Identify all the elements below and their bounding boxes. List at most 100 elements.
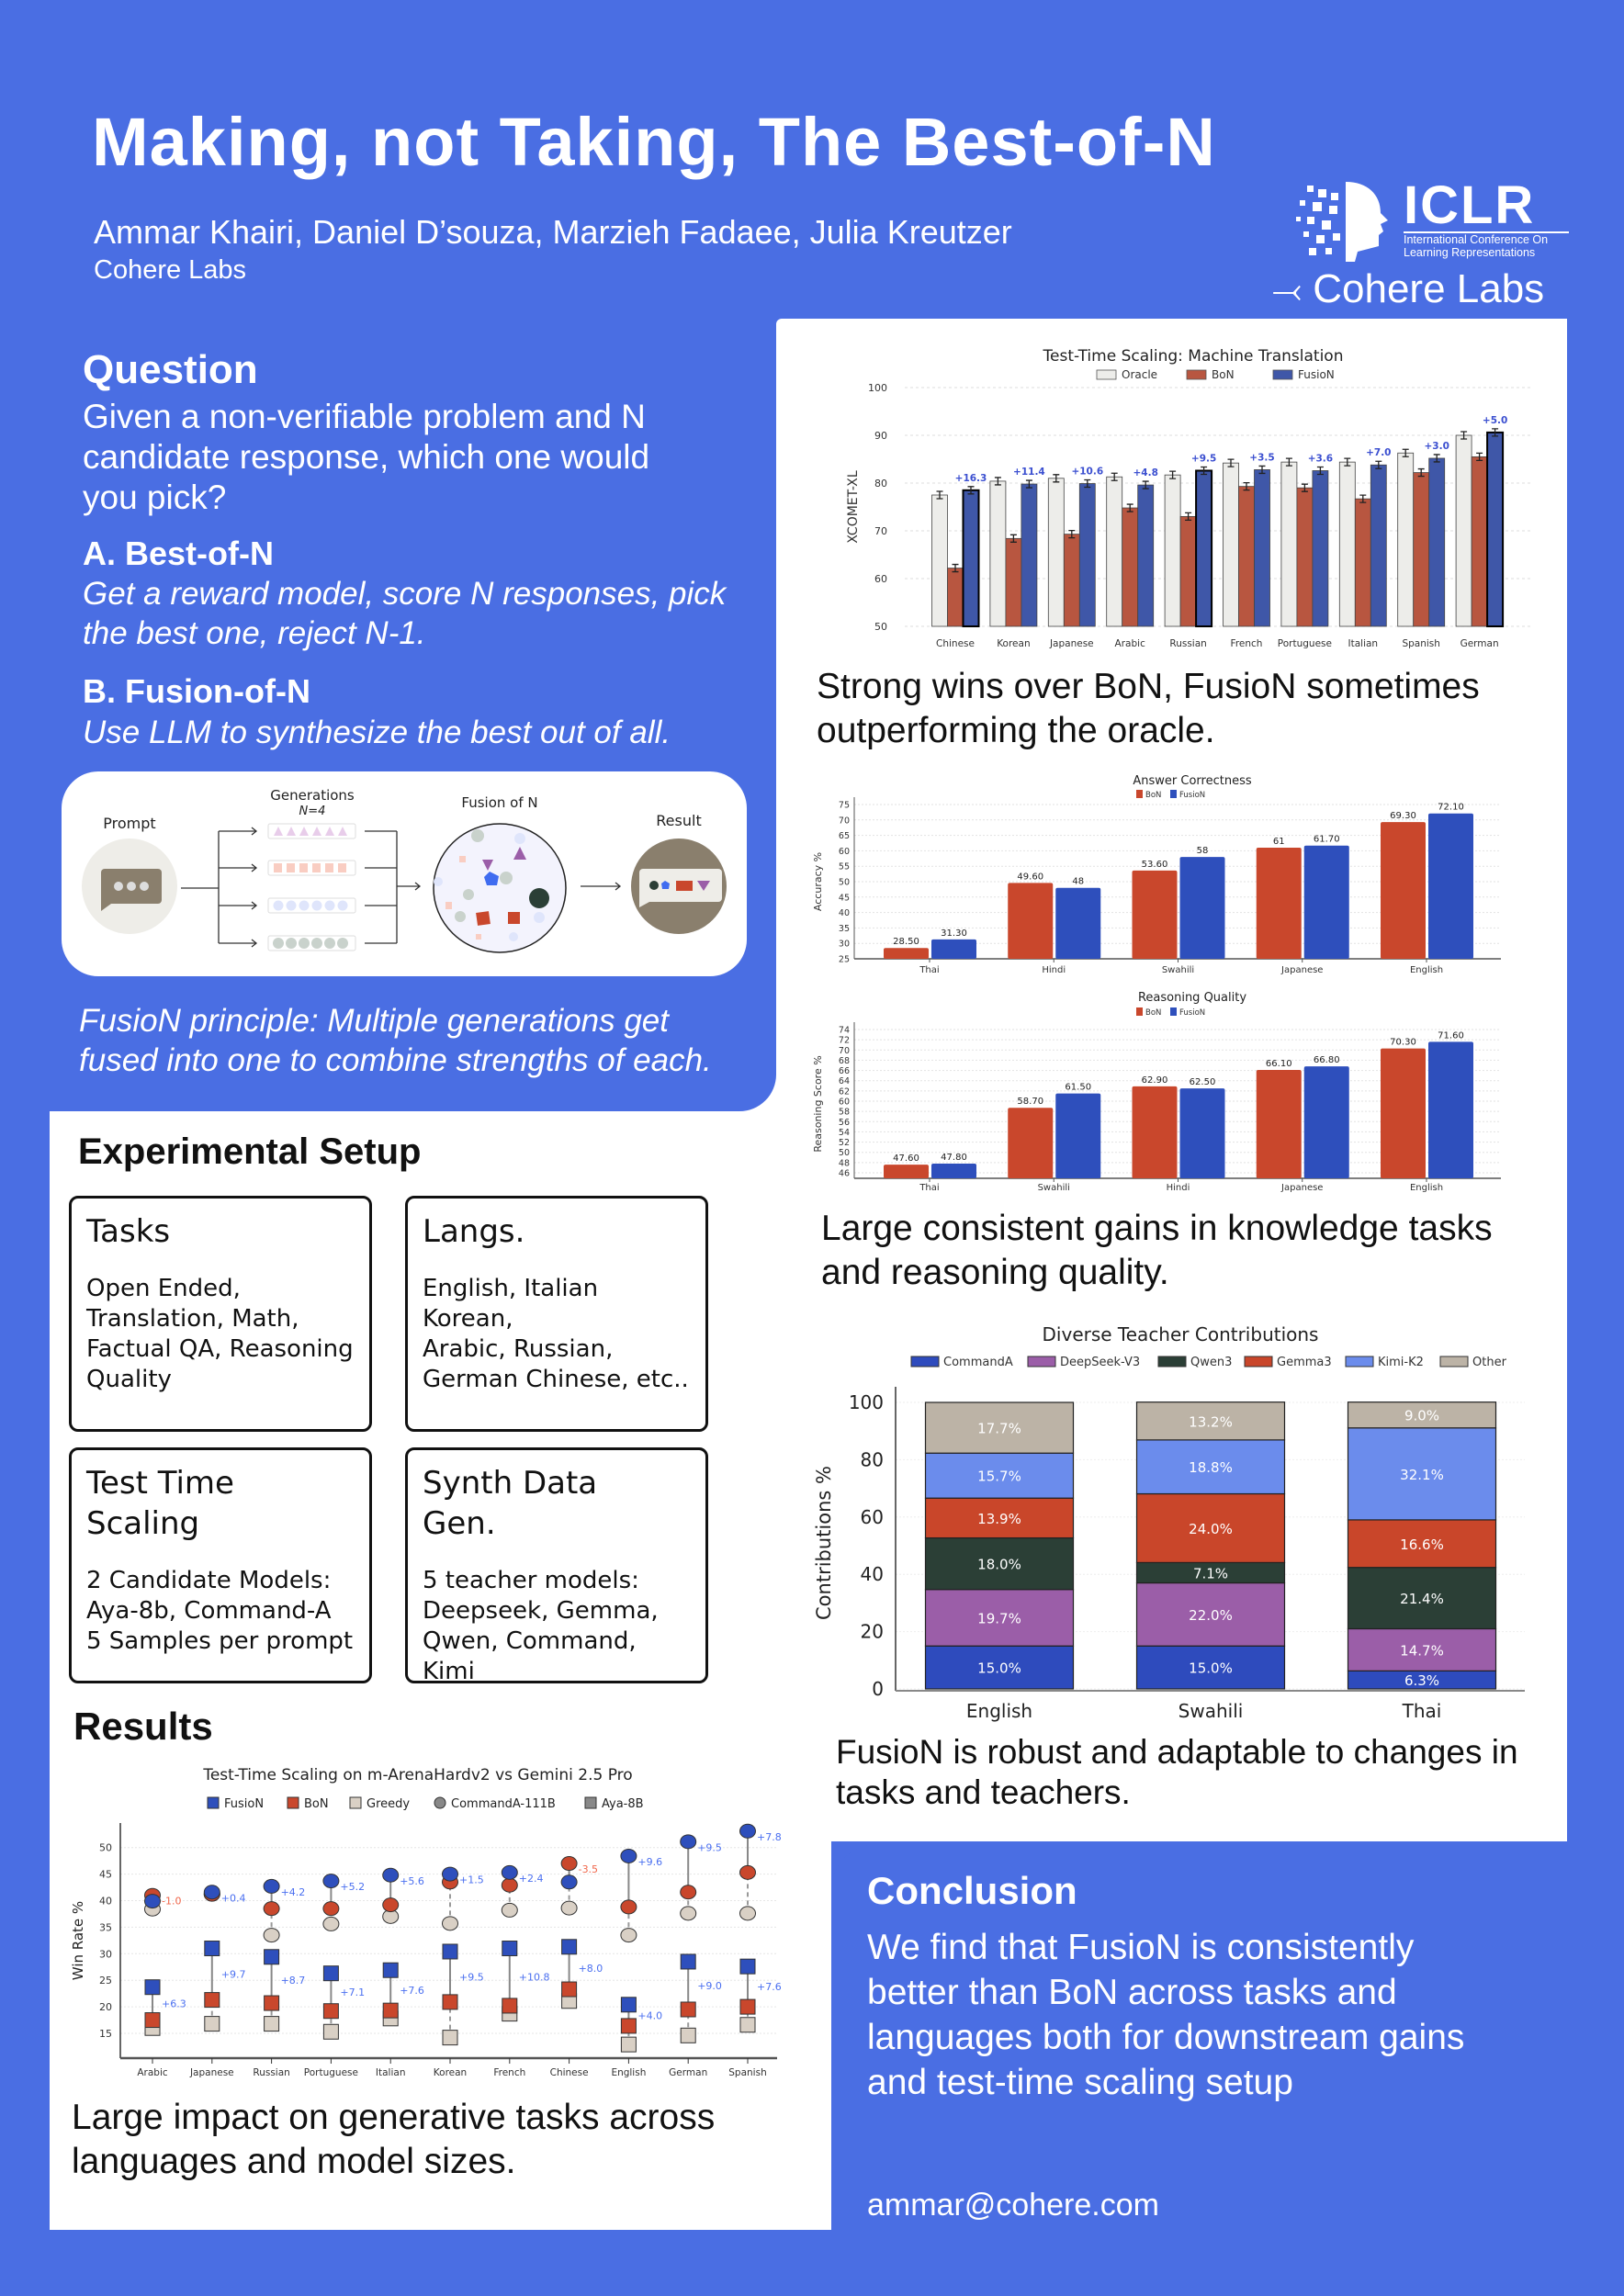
generation-rows xyxy=(267,823,356,951)
value-label: 72.10 xyxy=(1438,803,1464,813)
legend-marker xyxy=(287,1796,299,1809)
commanda_111b-greedy-marker xyxy=(322,1916,340,1931)
cohere-logo-text: Cohere Labs xyxy=(1313,266,1545,311)
legend-label: DeepSeek-V3 xyxy=(1060,1356,1140,1369)
commanda_111b-fusion-marker xyxy=(501,1864,518,1880)
error-bar xyxy=(1301,483,1308,492)
bar-fusion xyxy=(1179,1088,1225,1178)
legend-label: Other xyxy=(1472,1356,1507,1369)
y-tick-label: 30 xyxy=(99,1948,112,1960)
y-axis-label: Accuracy % xyxy=(812,852,824,911)
setup-heading: Experimental Setup xyxy=(78,1131,422,1172)
bar-bon xyxy=(1413,472,1430,627)
commanda_111b-bon-marker xyxy=(680,1885,697,1900)
error-bar xyxy=(1009,534,1017,543)
bar-fusion xyxy=(962,489,980,627)
bar-fusion xyxy=(1303,1066,1349,1178)
teacher-contributions-chart: Diverse Teacher Contributions CommandA Dee… xyxy=(813,1323,1525,1722)
y-tick-label: 25 xyxy=(839,955,850,965)
commanda_111b-greedy-marker xyxy=(560,1900,578,1916)
segment-label: 32.1% xyxy=(1400,1467,1444,1483)
y-axis-label: Win Rate % xyxy=(70,1901,86,1980)
x-tick-label: English xyxy=(966,1700,1032,1722)
bar-oracle xyxy=(1223,462,1239,627)
error-bar xyxy=(1285,457,1292,467)
y-tick-label: 65 xyxy=(839,831,850,841)
x-tick-label: English xyxy=(1410,965,1443,975)
error-bar xyxy=(1476,452,1483,462)
n-label: N=4 xyxy=(299,805,326,818)
gain-label: -1.0 xyxy=(162,1896,181,1908)
gain-label: +8.0 xyxy=(579,1963,603,1975)
setup-box-line: English, Italian Korean, xyxy=(423,1275,599,1333)
contact-email[interactable]: ammar@cohere.com xyxy=(867,2188,1159,2223)
value-label: 61 xyxy=(1273,837,1285,847)
gain-label: +2.4 xyxy=(519,1873,544,1885)
x-tick-label: Thai xyxy=(919,1183,939,1193)
gain-label: +0.4 xyxy=(221,1892,246,1904)
segment-label: 14.7% xyxy=(1400,1642,1444,1659)
value-label: 61.50 xyxy=(1065,1083,1091,1093)
stack-segment-other xyxy=(1347,1401,1497,1429)
bar-bon xyxy=(947,568,964,627)
aya_8b-fusion-marker xyxy=(322,1965,339,1982)
legend-label: FusioN xyxy=(1298,368,1335,381)
setup-box-line: 2 Candidate Models: xyxy=(86,1567,332,1594)
stack-segment-kimi-k2 xyxy=(1347,1427,1497,1521)
y-tick-label: 62 xyxy=(839,1086,850,1097)
y-tick-label: 55 xyxy=(839,862,850,872)
x-tick-label: Hindi xyxy=(1042,965,1066,975)
commanda_111b-fusion-marker xyxy=(144,1894,161,1909)
conclusion-body: We find that FusioN is consistently bett… xyxy=(867,1925,1464,2105)
legend-label: FusioN xyxy=(1179,791,1205,800)
y-tick-label: 58 xyxy=(839,1108,850,1118)
x-tick-label: Thai xyxy=(1402,1700,1442,1722)
y-tick-label: 35 xyxy=(839,924,850,934)
aya_8b-greedy-marker xyxy=(322,2023,339,2040)
segment-label: 13.2% xyxy=(1189,1413,1233,1430)
error-bar xyxy=(1185,512,1192,522)
bar-fusion xyxy=(1428,457,1446,627)
aya_8b-bon-marker xyxy=(264,1995,280,2011)
y-tick-label: 50 xyxy=(99,1842,112,1854)
commanda_111b-fusion-marker xyxy=(322,1874,340,1889)
commanda_111b-greedy-marker xyxy=(620,1928,637,1943)
bar-oracle xyxy=(1397,452,1415,627)
aya_8b-bon-marker xyxy=(144,2012,161,2029)
conclusion-line: languages both for downstream gains xyxy=(867,2018,1465,2057)
y-tick-label: 45 xyxy=(839,893,850,903)
chart-title: Answer Correctness xyxy=(1133,774,1251,788)
legend-swatch xyxy=(1170,1007,1177,1016)
segment-label: 16.6% xyxy=(1400,1536,1444,1553)
chart-title: Diverse Teacher Contributions xyxy=(1043,1323,1319,1345)
knowledge-caption-line: and reasoning quality. xyxy=(821,1253,1169,1292)
setup-box-title-line: Scaling xyxy=(86,1505,200,1542)
commanda_111b-bon-marker xyxy=(263,1901,280,1917)
value-label: 53.60 xyxy=(1142,860,1168,870)
results-caption: Large impact on generative tasks across … xyxy=(72,2096,715,2184)
setup-box-line: German Chinese, etc.. xyxy=(423,1366,689,1393)
bar-fusion xyxy=(1428,1041,1473,1178)
fusion-circle xyxy=(433,823,567,953)
best-of-n-line: Get a reward model, score N responses, p… xyxy=(83,576,727,612)
x-tick-label: French xyxy=(1231,638,1263,649)
aya_8b-fusion-marker xyxy=(561,1939,578,1955)
legend-label: Greedy xyxy=(367,1797,410,1811)
value-label: 48 xyxy=(1072,877,1084,887)
setup-box-line: Open Ended, xyxy=(86,1275,241,1302)
diagram-caption-line: fused into one to combine strengths of e… xyxy=(79,1042,712,1078)
legend-swatch xyxy=(1272,369,1293,380)
y-tick-label: 60 xyxy=(874,573,887,585)
bar-oracle xyxy=(1455,434,1472,627)
legend-marker xyxy=(207,1796,220,1809)
y-tick-label: 20 xyxy=(861,1621,884,1643)
y-tick-label: 72 xyxy=(839,1036,850,1046)
value-label: 71.60 xyxy=(1438,1030,1464,1041)
error-bar xyxy=(1460,431,1468,440)
aya_8b-bon-marker xyxy=(561,1981,578,1998)
legend-marker xyxy=(349,1796,362,1809)
x-tick-label: Chinese xyxy=(936,638,975,649)
y-axis-label: Reasoning Score % xyxy=(812,1055,824,1152)
y-tick-label: 66 xyxy=(839,1066,850,1076)
